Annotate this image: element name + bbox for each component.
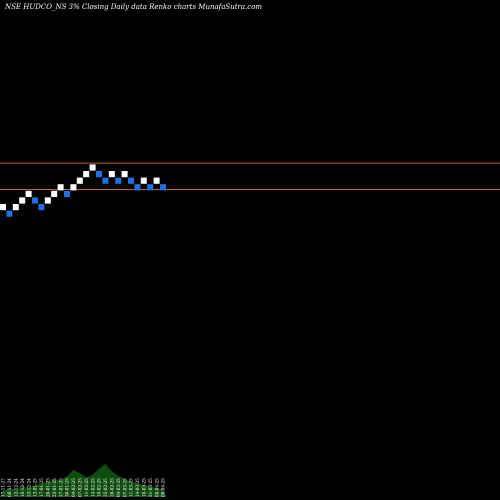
- renko-brick-up: [153, 177, 160, 184]
- renko-brick-up: [83, 171, 90, 178]
- renko-brick-down: [32, 197, 38, 204]
- date-tick-label: 20-01-25: [46, 478, 51, 497]
- renko-brick-up: [12, 204, 19, 211]
- date-tick-label: 25-02-25: [103, 478, 108, 497]
- date-tick-label: 28-02-25: [110, 478, 115, 497]
- date-tick-label: 04-03-25: [116, 478, 121, 497]
- date-tick-label: 27-01-25: [58, 478, 63, 497]
- date-tick-label: 23-12-24: [26, 478, 31, 497]
- date-tick-label: 07-02-25: [78, 478, 83, 497]
- renko-brick-down: [147, 184, 154, 191]
- date-tick-label: 21-03-25: [148, 478, 153, 497]
- renko-brick-down: [115, 177, 122, 184]
- renko-brick-up: [89, 164, 96, 171]
- renko-brick-down: [96, 171, 102, 178]
- renko-brick-up: [70, 184, 77, 191]
- date-tick-label: 13-01-25: [33, 478, 38, 497]
- date-tick-label: 12-12-24: [14, 478, 19, 497]
- renko-brick-up: [51, 190, 58, 197]
- renko-brick-down: [102, 177, 109, 184]
- renko-brick-up: [25, 190, 32, 197]
- renko-brick-up: [108, 171, 115, 178]
- date-tick-label: 17-11-27: [1, 478, 6, 497]
- renko-brick-up: [19, 197, 26, 204]
- renko-brick-up: [76, 177, 83, 184]
- date-tick-label: 14-03-25: [135, 478, 140, 497]
- date-tick-label: 09-04-25: [161, 478, 166, 497]
- renko-brick-down: [38, 204, 45, 211]
- resistance-lines: [0, 162, 500, 190]
- renko-brick-down: [64, 190, 70, 197]
- date-tick-label: 19-02-25: [97, 478, 102, 497]
- date-tick-label: 14-02-25: [90, 478, 95, 497]
- renko-brick-down: [6, 210, 13, 217]
- chart-title: NSE HUDCO_NS 3% Closing Daily data Renko…: [4, 3, 262, 11]
- date-tick-label: 17-01-25: [39, 478, 44, 497]
- date-tick-label: 11-02-25: [84, 478, 89, 497]
- renko-brick-down: [134, 184, 141, 191]
- date-labels: 17-11-27 08-11-24 12-12-24 16-12-24 23-12-24…: [1, 478, 166, 497]
- date-tick-label: 16-12-24: [20, 478, 25, 497]
- date-tick-label: 18-03-25: [142, 478, 147, 497]
- renko-brick-up: [140, 177, 147, 184]
- renko-brick-up: [121, 171, 128, 178]
- renko-bricks: [0, 164, 166, 217]
- date-tick-label: 08-04-25: [154, 478, 159, 497]
- date-tick-label: 30-01-25: [65, 478, 70, 497]
- renko-brick-up: [57, 184, 64, 191]
- renko-brick-up: [44, 197, 51, 204]
- date-tick-label: 23-01-25: [52, 478, 57, 497]
- date-tick-label: 08-11-24: [7, 478, 12, 497]
- renko-brick-down: [128, 177, 134, 184]
- date-tick-label: 04-02-25: [71, 478, 76, 497]
- date-tick-label: 11-03-25: [129, 478, 134, 497]
- renko-brick-down: [160, 184, 166, 191]
- renko-brick-up: [0, 204, 6, 211]
- date-tick-label: 07-03-25: [122, 478, 127, 497]
- volume-area: [0, 464, 167, 497]
- volume-series: [0, 464, 167, 497]
